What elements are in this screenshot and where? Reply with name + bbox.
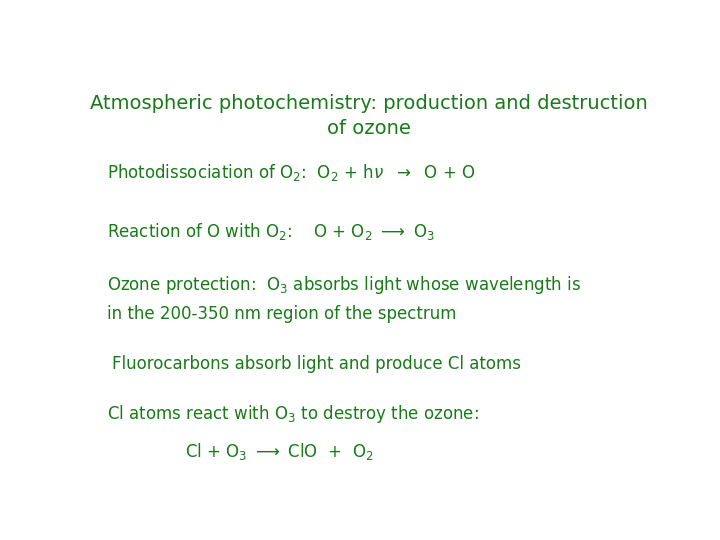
Text: Cl atoms react with O$_3$ to destroy the ozone:: Cl atoms react with O$_3$ to destroy the… — [107, 403, 479, 425]
Text: Ozone protection:  O$_3$ absorbs light whose wavelength is: Ozone protection: O$_3$ absorbs light wh… — [107, 274, 581, 296]
Text: Fluorocarbons absorb light and produce Cl atoms: Fluorocarbons absorb light and produce C… — [112, 355, 521, 373]
Text: in the 200-350 nm region of the spectrum: in the 200-350 nm region of the spectrum — [107, 305, 456, 323]
Text: Atmospheric photochemistry: production and destruction
of ozone: Atmospheric photochemistry: production a… — [90, 94, 648, 138]
Text: Photodissociation of O$_2$:  O$_2$ + h$\nu$  $\rightarrow$  O + O: Photodissociation of O$_2$: O$_2$ + h$\n… — [107, 163, 475, 184]
Text: Reaction of O with O$_2$:    O + O$_2$ $\longrightarrow$ O$_3$: Reaction of O with O$_2$: O + O$_2$ $\lo… — [107, 221, 434, 241]
Text: Cl + O$_3$ $\longrightarrow$ ClO  +  O$_2$: Cl + O$_3$ $\longrightarrow$ ClO + O$_2$ — [185, 441, 374, 462]
